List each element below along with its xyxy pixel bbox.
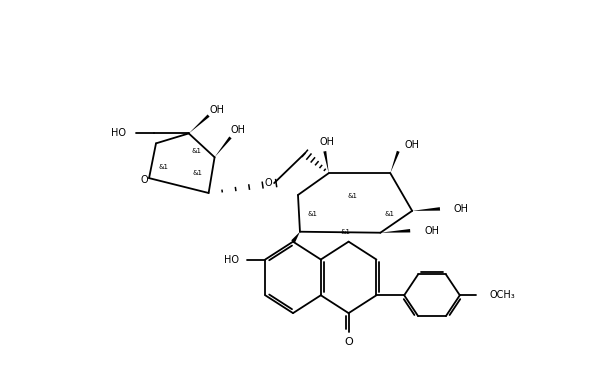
Polygon shape	[391, 151, 399, 173]
Text: O: O	[140, 175, 148, 185]
Text: &1: &1	[348, 193, 358, 199]
Text: OH: OH	[319, 137, 335, 147]
Text: OCH₃: OCH₃	[490, 290, 515, 300]
Text: HO: HO	[112, 129, 126, 139]
Text: OH: OH	[209, 105, 224, 115]
Polygon shape	[189, 115, 209, 134]
Polygon shape	[412, 207, 440, 211]
Polygon shape	[323, 151, 329, 173]
Text: &1: &1	[159, 164, 169, 170]
Text: OH: OH	[424, 226, 439, 236]
Text: OH: OH	[231, 125, 246, 135]
Text: HO: HO	[224, 254, 240, 264]
Text: &1: &1	[308, 211, 318, 217]
Text: OH: OH	[454, 204, 469, 214]
Text: O: O	[264, 178, 272, 188]
Text: &1: &1	[384, 211, 394, 217]
Text: &1: &1	[192, 148, 202, 154]
Text: OH: OH	[404, 141, 419, 150]
Polygon shape	[291, 232, 300, 243]
Text: &1: &1	[340, 229, 350, 235]
Polygon shape	[215, 137, 232, 157]
Text: O: O	[344, 337, 353, 347]
Text: &1: &1	[193, 170, 203, 176]
Polygon shape	[381, 229, 410, 233]
